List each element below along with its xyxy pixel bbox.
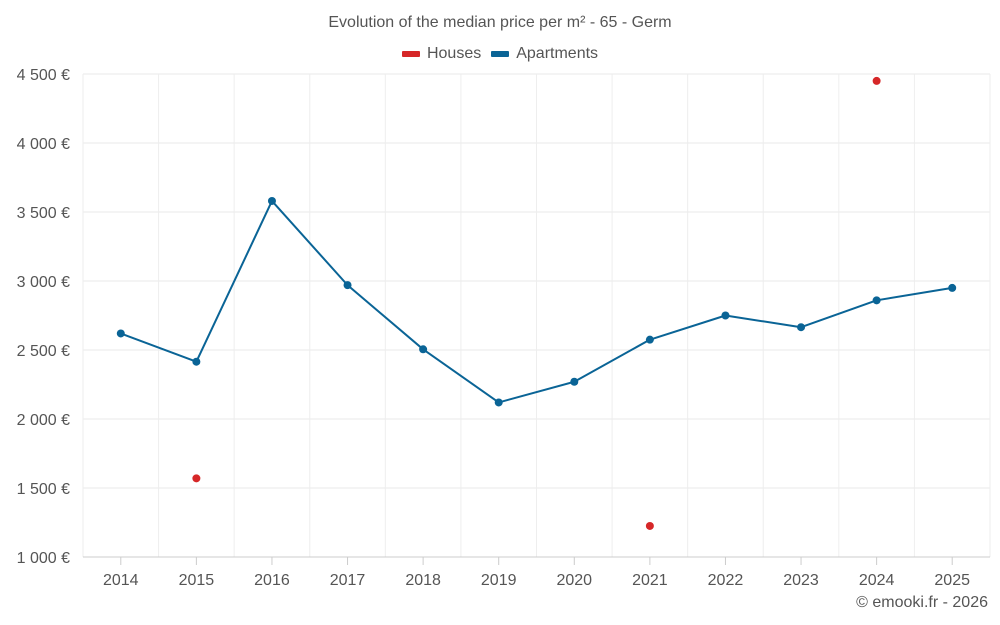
x-tick-label: 2022 [708,572,744,589]
x-tick-label: 2016 [254,572,290,589]
credit-text: © emooki.fr - 2026 [856,594,988,611]
x-tick-label: 2019 [481,572,517,589]
x-tick-label: 2025 [934,572,970,589]
y-tick-label: 4 500 € [17,67,70,84]
y-tick-label: 3 000 € [17,274,70,291]
data-point-apartments [419,345,428,354]
x-tick-label: 2018 [405,572,441,589]
data-point-houses [645,521,654,530]
y-tick-label: 4 000 € [17,136,70,153]
data-point-apartments [872,296,881,305]
x-tick-label: 2024 [859,572,895,589]
data-point-apartments [116,329,125,338]
x-tick-label: 2017 [330,572,366,589]
data-point-apartments [721,311,730,320]
data-point-apartments [645,335,654,344]
data-point-houses [872,76,881,85]
y-tick-label: 1 000 € [17,550,70,567]
legend-swatch-apartments [491,51,510,57]
legend-label-houses: Houses [426,45,482,62]
legend: Houses Apartments [0,45,1000,63]
x-tick-label: 2020 [556,572,592,589]
data-point-apartments [948,283,957,292]
series-line-apartments [120,199,953,404]
data-point-apartments [570,377,579,386]
legend-swatch-houses [401,51,420,57]
legend-label-apartments: Apartments [516,45,599,62]
x-tick-label: 2015 [179,572,215,589]
x-tick-label: 2014 [103,572,139,589]
y-tick-label: 2 500 € [17,343,70,360]
y-tick-label: 2 000 € [17,412,70,429]
legend-item-apartments[interactable]: Apartments [491,45,598,63]
data-point-apartments [267,196,276,205]
data-point-apartments [797,323,806,332]
data-point-apartments [343,281,352,290]
x-tick-label: 2021 [632,572,668,589]
legend-item-houses[interactable]: Houses [401,45,482,63]
data-point-apartments [192,357,201,366]
x-tick-label: 2023 [783,572,819,589]
y-tick-label: 1 500 € [17,481,70,498]
data-point-apartments [494,398,503,407]
y-tick-label: 3 500 € [17,205,70,222]
data-point-houses [192,474,201,483]
chart-title: Evolution of the median price per m² - 6… [328,14,672,31]
